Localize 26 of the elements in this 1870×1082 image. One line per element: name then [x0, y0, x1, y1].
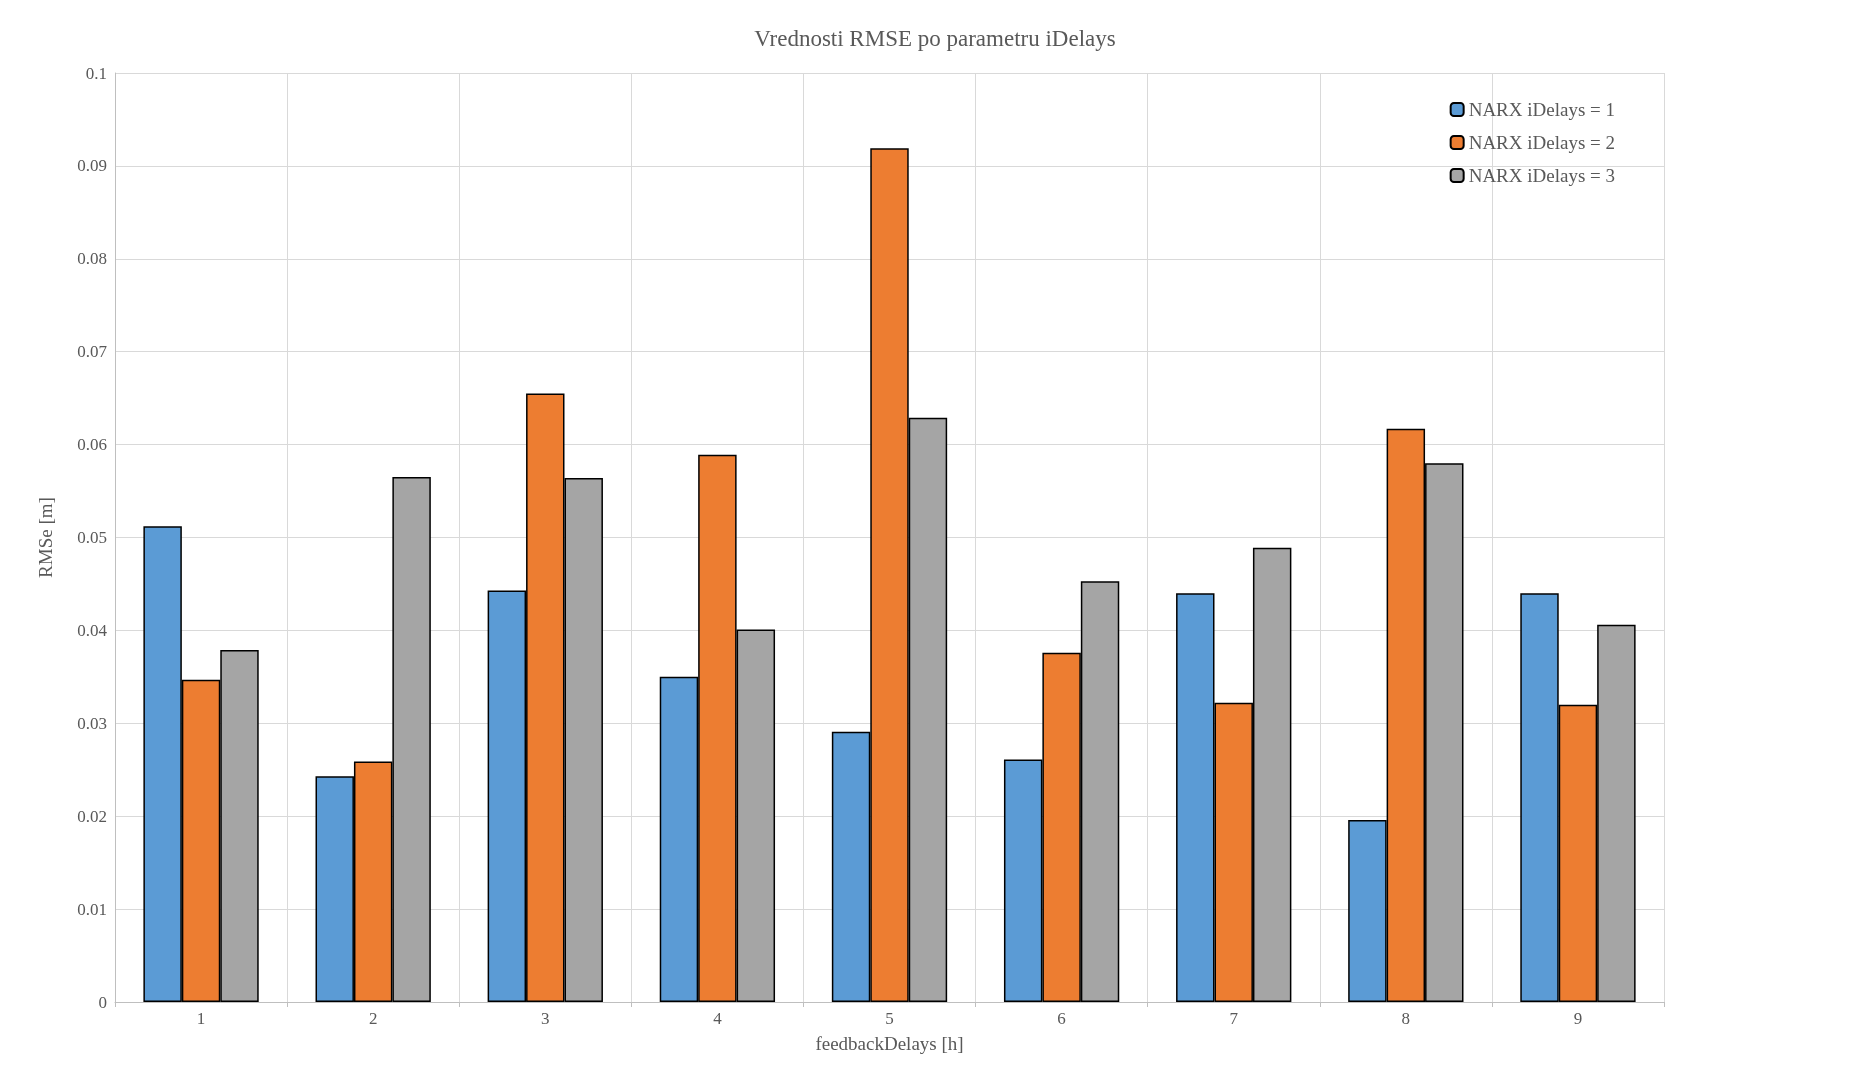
- y-tick-label: 0.02: [77, 806, 107, 826]
- x-tick-label: 5: [885, 1009, 894, 1028]
- x-tick-label: 8: [1401, 1009, 1411, 1028]
- y-tick-label: 0.09: [77, 156, 107, 176]
- y-tick-label: 0.07: [77, 342, 108, 362]
- x-tick-label: 6: [1057, 1009, 1066, 1028]
- y-tick-label: 0.06: [77, 435, 107, 455]
- y-tick-label: 0: [98, 992, 107, 1012]
- x-tick-label: 3: [541, 1009, 550, 1028]
- y-tick-label: 0.01: [77, 899, 107, 919]
- legend-label: NARX iDelays = 2: [1468, 132, 1615, 153]
- x-axis-title: feedbackDelays [h]: [815, 1033, 964, 1054]
- x-tick-label: 7: [1229, 1009, 1239, 1028]
- legend-label: NARX iDelays = 1: [1468, 99, 1615, 120]
- x-tick-label: 9: [1573, 1009, 1583, 1028]
- y-axis-title: RMSe [m]: [35, 497, 56, 578]
- y-tick-label: 0.1: [85, 63, 107, 83]
- y-tick-label: 0.08: [77, 249, 107, 269]
- y-tick-label: 0.05: [77, 528, 107, 547]
- x-tick-label: 4: [713, 1009, 723, 1028]
- y-tick-label: 0.03: [77, 713, 107, 733]
- y-tick-label: 0.04: [77, 620, 108, 640]
- legend-label: NARX iDelays = 3: [1468, 165, 1615, 186]
- x-tick-label: 1: [196, 1009, 206, 1028]
- chart-title: Vrednosti RMSE po parametru iDelays: [754, 26, 1116, 51]
- x-tick-label: 2: [368, 1009, 378, 1028]
